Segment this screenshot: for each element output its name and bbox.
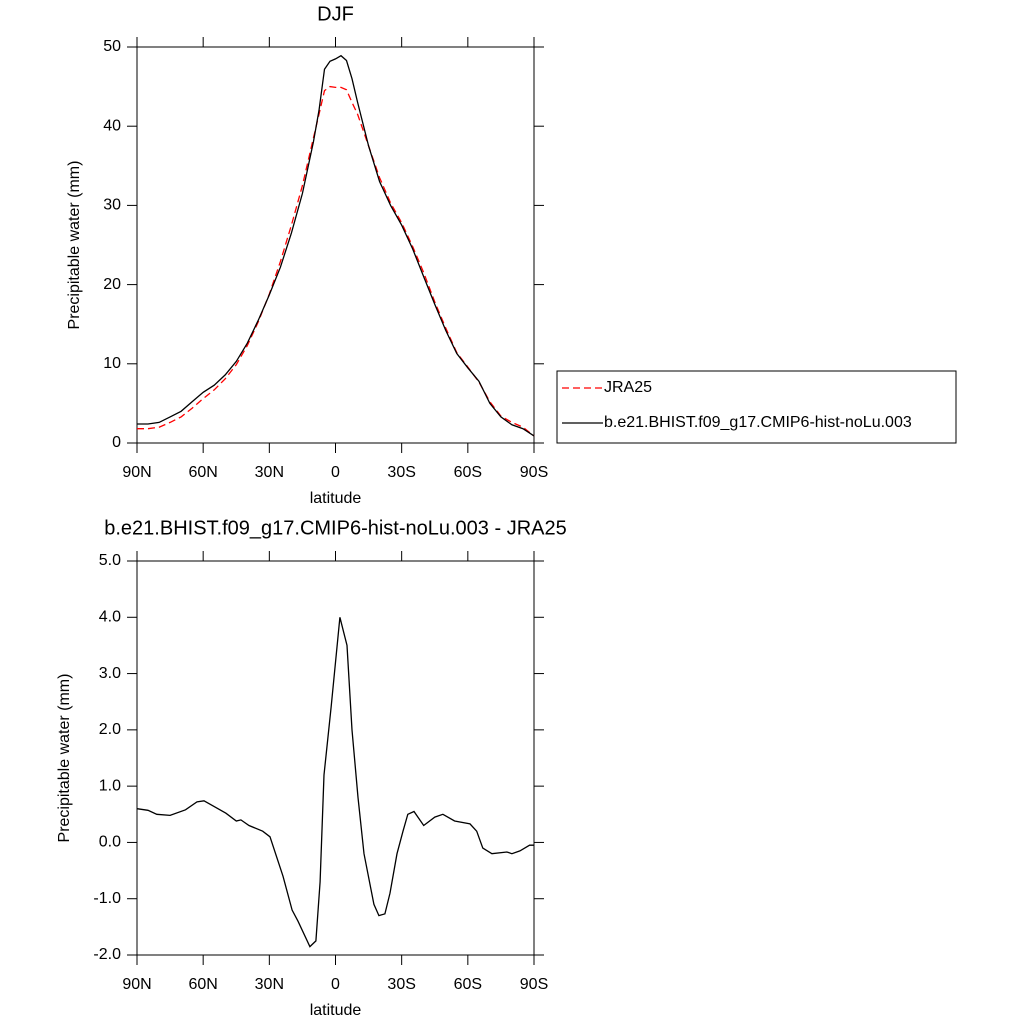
y-tick-label: 3.0: [99, 665, 121, 682]
y-axis-label: Precipitable water (mm): [66, 161, 83, 330]
x-tick-label: 60S: [454, 464, 482, 481]
y-tick-label: 2.0: [99, 721, 121, 738]
y-tick-label: 0: [112, 434, 121, 451]
chart-title: b.e21.BHIST.f09_g17.CMIP6-hist-noLu.003 …: [104, 517, 566, 539]
y-tick-label: 5.0: [99, 552, 121, 569]
y-tick-label: 40: [103, 117, 121, 134]
x-tick-label: 30S: [387, 464, 415, 481]
x-tick-label: 30N: [255, 464, 284, 481]
series-line: [137, 85, 535, 437]
y-tick-label: 50: [103, 38, 121, 55]
x-tick-label: 0: [331, 464, 340, 481]
x-tick-label: 60N: [188, 976, 217, 993]
y-axis-label: Precipitable water (mm): [56, 674, 73, 843]
chart-title: DJF: [317, 3, 354, 25]
y-tick-label: 1.0: [99, 777, 121, 794]
x-tick-label: 60S: [454, 976, 482, 993]
x-tick-label: 30S: [387, 976, 415, 993]
x-tick-label: 90S: [520, 976, 548, 993]
x-tick-label: 90N: [122, 464, 151, 481]
plot-frame: [136, 46, 535, 444]
data-line: [136, 617, 534, 948]
y-tick-label: -2.0: [93, 946, 121, 963]
x-tick-label: 90S: [520, 464, 548, 481]
y-tick-label: 0.0: [99, 834, 121, 851]
x-tick-label: 90N: [122, 976, 151, 993]
y-tick-label: 4.0: [99, 609, 121, 626]
legend-label: JRA25: [604, 379, 652, 396]
x-axis-label: latitude: [310, 1002, 362, 1019]
x-tick-label: 30N: [255, 976, 284, 993]
y-tick-label: 20: [103, 276, 121, 293]
legend-label: b.e21.BHIST.f09_g17.CMIP6-hist-noLu.003: [604, 414, 912, 431]
x-axis-label: latitude: [310, 490, 362, 507]
y-tick-label: 30: [103, 197, 121, 214]
x-tick-label: 0: [331, 976, 340, 993]
y-tick-label: 10: [103, 355, 121, 372]
x-tick-label: 60N: [188, 464, 217, 481]
series-line: [137, 54, 535, 437]
plot-frame: [136, 560, 535, 956]
legend-box: [556, 370, 957, 444]
y-tick-label: -1.0: [93, 890, 121, 907]
